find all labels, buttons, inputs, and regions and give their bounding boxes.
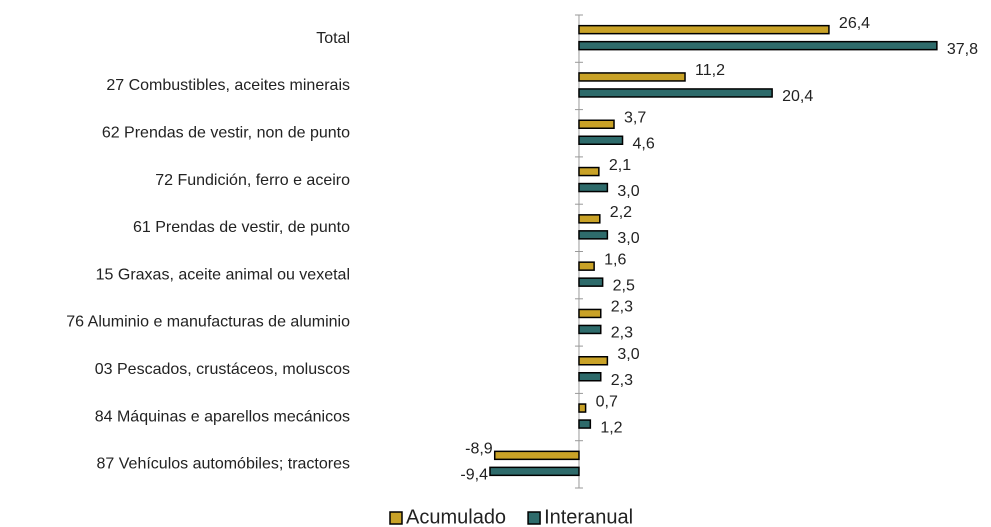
legend-swatch: [527, 511, 541, 525]
bar: [578, 166, 600, 177]
value-label: 2,1: [609, 157, 631, 174]
bar: [578, 24, 830, 35]
value-label: 26,4: [839, 15, 870, 32]
value-label: 2,5: [613, 277, 635, 294]
category-label: 72 Fundición, ferro e aceiro: [155, 172, 350, 189]
bar: [493, 450, 580, 461]
category-label: 62 Prendas de vestir, non de punto: [102, 124, 350, 141]
value-label: -8,9: [465, 441, 493, 458]
category-label: 27 Combustibles, aceites minerais: [106, 77, 350, 94]
bar: [578, 40, 938, 51]
value-label: 1,2: [600, 419, 622, 436]
bar: [578, 261, 595, 271]
category-label: 87 Vehículos automóbiles; tractores: [97, 456, 350, 473]
category-label: 61 Prendas de vestir, de punto: [133, 219, 350, 236]
category-label: Total: [316, 30, 350, 47]
category-label: 76 Aluminio e manufacturas de aluminio: [66, 314, 350, 331]
category-label: 15 Graxas, aceite animal ou vexetal: [96, 266, 350, 283]
bar: [578, 324, 602, 335]
value-label: 37,8: [947, 41, 978, 58]
value-label: 20,4: [782, 88, 813, 105]
value-label: 1,6: [604, 251, 626, 268]
value-label: 2,3: [611, 299, 633, 316]
bar: [578, 403, 587, 413]
value-label: 2,3: [611, 372, 633, 389]
bar: [578, 308, 602, 319]
legend-swatch: [389, 511, 403, 525]
value-label: 4,6: [633, 135, 655, 152]
value-label: 3,0: [617, 346, 639, 363]
bar: [578, 277, 604, 287]
value-label: 3,0: [617, 230, 639, 247]
bar: [489, 466, 580, 477]
value-label: -9,4: [460, 467, 488, 484]
value-label: 2,2: [610, 204, 632, 221]
value-label: 2,3: [611, 325, 633, 342]
bar: [578, 135, 624, 145]
value-label: 3,0: [617, 183, 639, 200]
value-label: 0,7: [596, 393, 618, 410]
category-label: 03 Pescados, crustáceos, moluscos: [95, 361, 350, 378]
bar: [578, 214, 601, 224]
bar: [578, 88, 773, 98]
legend-label: Acumulado: [406, 506, 506, 527]
value-label: 3,7: [624, 109, 646, 126]
category-label: 84 Máquinas e aparellos mecánicos: [95, 408, 350, 425]
bar: [578, 230, 609, 240]
bar: [578, 119, 615, 129]
bar: [578, 356, 609, 366]
bar: [578, 372, 602, 382]
bar: [578, 72, 686, 82]
value-label: 11,2: [695, 62, 725, 79]
bar: [578, 182, 609, 193]
bar: [578, 419, 592, 429]
legend-label: Interanual: [544, 506, 633, 527]
